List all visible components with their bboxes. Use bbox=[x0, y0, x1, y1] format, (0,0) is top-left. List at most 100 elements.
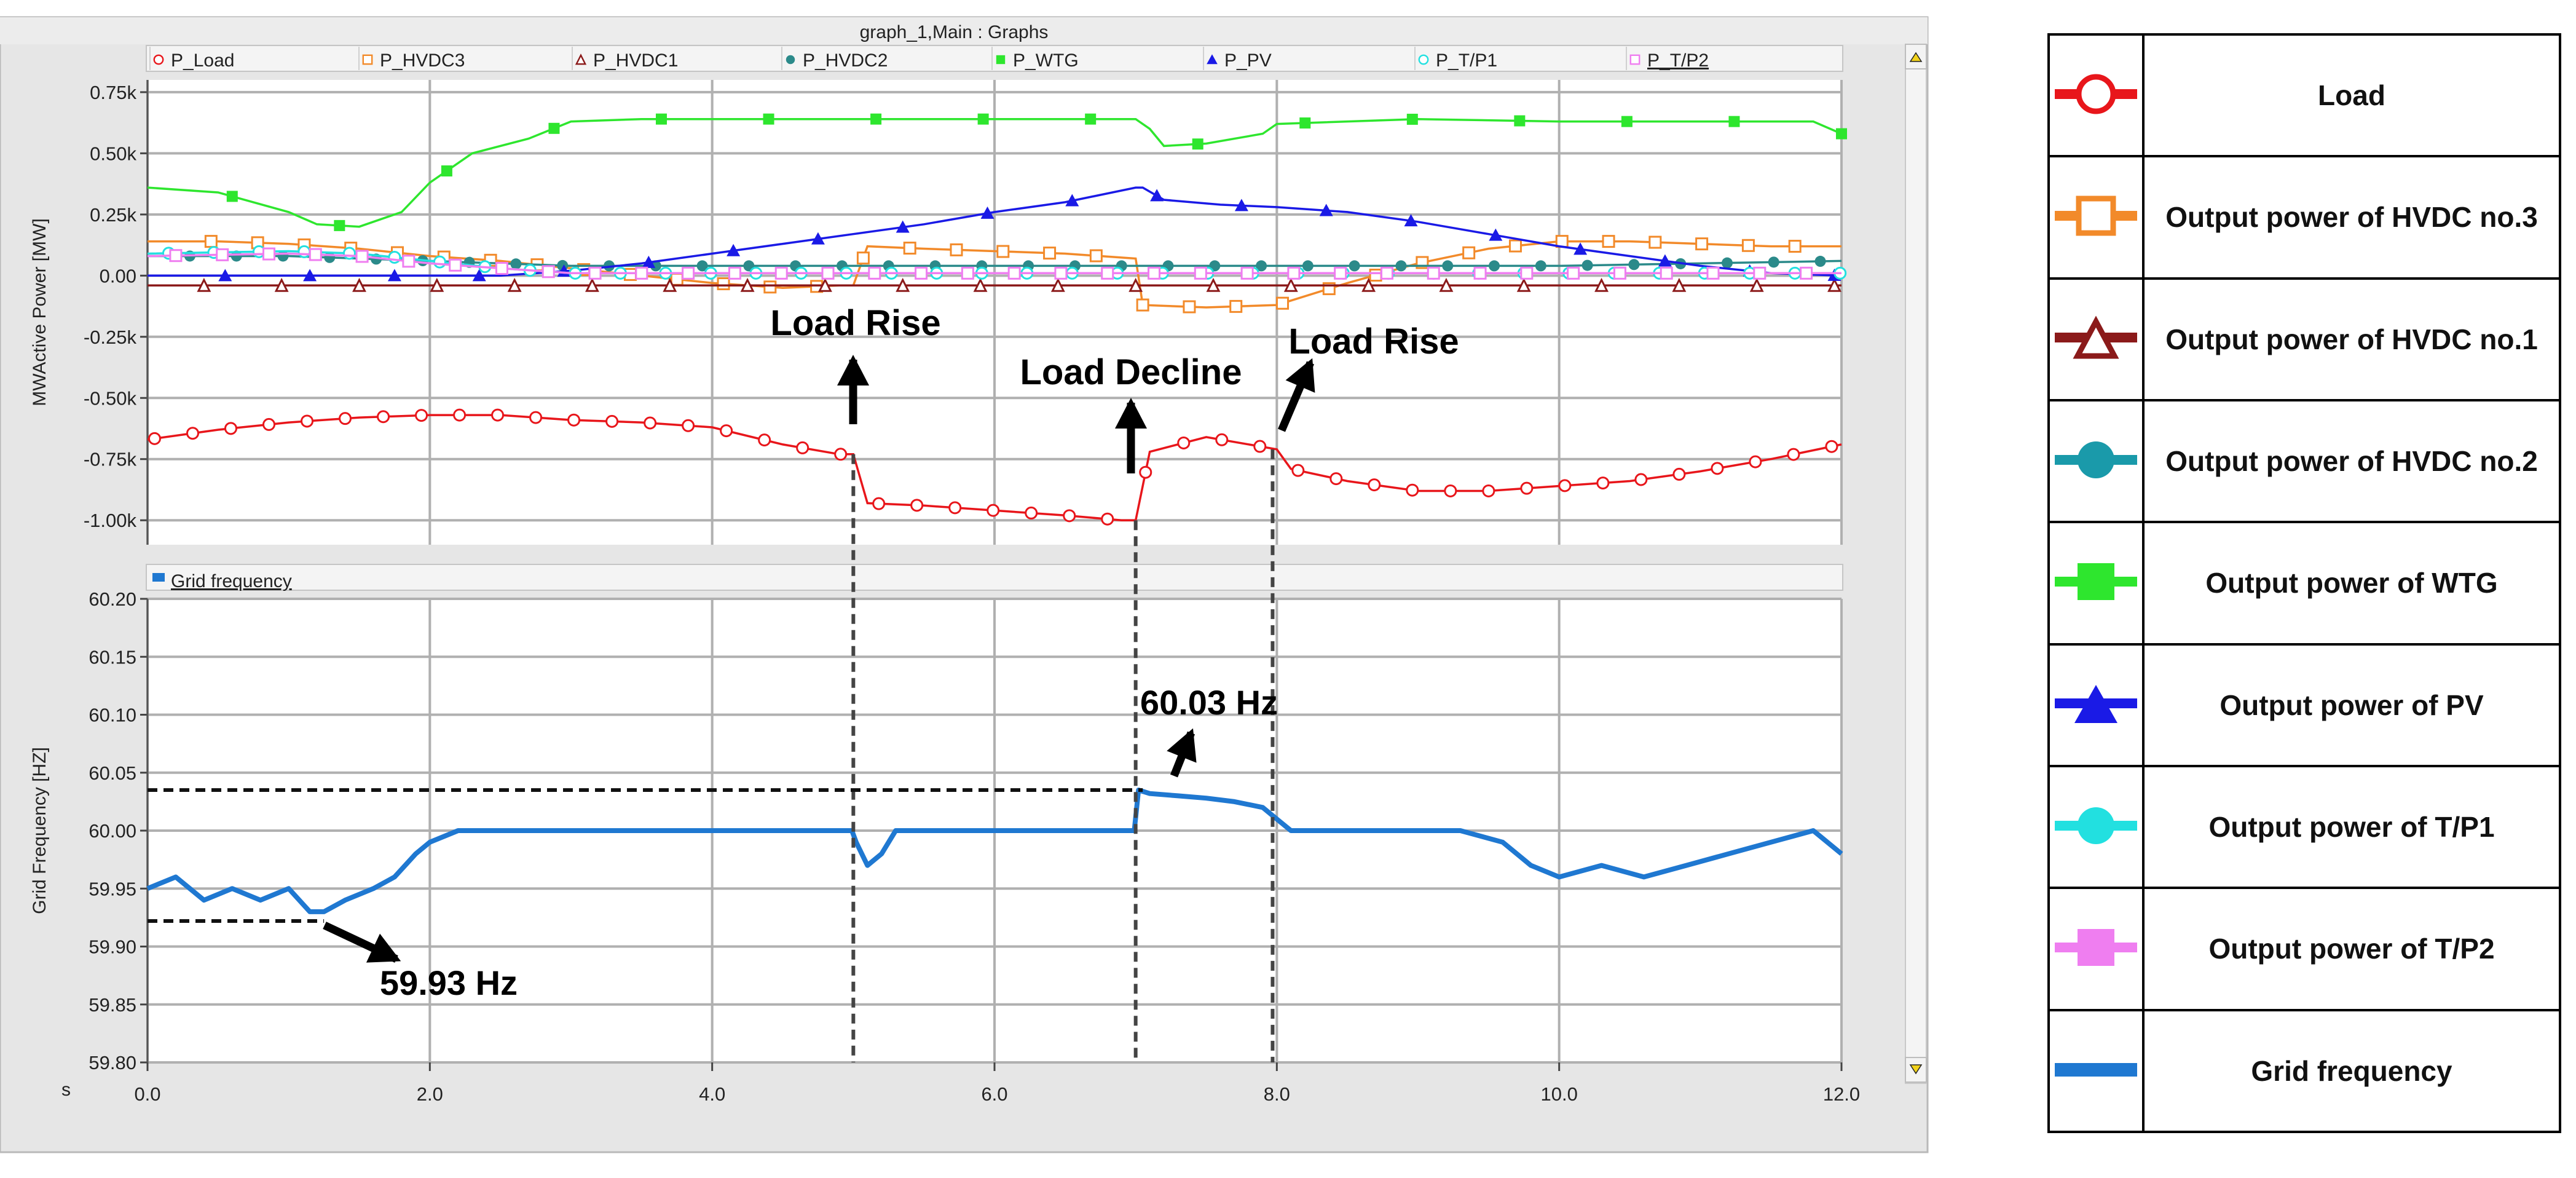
power-ylabel: MWActive Power [MW] bbox=[30, 218, 50, 406]
series-marker bbox=[1276, 296, 1290, 310]
series-marker bbox=[1283, 277, 1298, 292]
series-marker bbox=[1473, 266, 1487, 280]
series-marker bbox=[262, 417, 276, 431]
series-marker bbox=[796, 441, 809, 454]
power-legend-label: P_WTG bbox=[1013, 50, 1079, 71]
series-marker bbox=[542, 265, 555, 279]
series-marker bbox=[1043, 247, 1057, 260]
series-marker bbox=[218, 269, 232, 282]
series-marker bbox=[1788, 240, 1802, 253]
legend-row: Output power of HVDC no.1 bbox=[2047, 277, 2561, 401]
series-marker bbox=[1319, 204, 1333, 216]
load-rise-arrow-2-head bbox=[1285, 358, 1315, 393]
series-marker bbox=[682, 419, 695, 432]
legend-row: Output power of WTG bbox=[2047, 521, 2561, 646]
series-marker bbox=[663, 277, 677, 292]
series-marker bbox=[588, 266, 602, 280]
series-marker bbox=[996, 245, 1010, 258]
annotation-load-rise-2: Load Rise bbox=[1288, 322, 1459, 362]
series-marker bbox=[682, 266, 695, 280]
series-marker bbox=[1406, 113, 1418, 125]
series-marker bbox=[216, 248, 229, 261]
series-grid-frequency bbox=[146, 788, 1843, 914]
legend-symbol-cell bbox=[2047, 521, 2145, 646]
series-p-load bbox=[147, 408, 1842, 526]
series-marker bbox=[655, 113, 667, 125]
series-marker bbox=[1136, 298, 1149, 312]
series-marker bbox=[342, 247, 356, 260]
legend-label: Grid frequency bbox=[2142, 1008, 2561, 1134]
series-marker bbox=[1349, 260, 1360, 272]
series-marker bbox=[148, 432, 161, 445]
series-marker bbox=[1648, 235, 1662, 249]
legend-label: Output power of HVDC no.1 bbox=[2142, 277, 2561, 401]
series-marker bbox=[821, 266, 835, 280]
legend-symbol-cell bbox=[2047, 764, 2145, 890]
series-marker bbox=[1768, 256, 1779, 268]
legend-row: Output power of T/P2 bbox=[2047, 887, 2561, 1011]
series-marker bbox=[758, 433, 771, 447]
square-open-marker-icon bbox=[2055, 196, 2137, 236]
power-legend-marker bbox=[996, 55, 1006, 65]
series-marker bbox=[297, 245, 311, 258]
legend-label: Output power of T/P1 bbox=[2142, 764, 2561, 890]
series-marker bbox=[1749, 277, 1764, 292]
scrollbar-track[interactable] bbox=[1905, 44, 1927, 1084]
series-marker bbox=[415, 409, 428, 422]
series-marker bbox=[1054, 266, 1068, 280]
series-marker bbox=[644, 416, 657, 430]
square-filled-marker-icon bbox=[2055, 563, 2137, 600]
series-marker bbox=[1594, 277, 1609, 292]
series-marker bbox=[1567, 266, 1580, 280]
frequency-ytick-label: 60.20 bbox=[89, 588, 136, 610]
series-marker bbox=[1602, 235, 1615, 248]
frequency-ytick-label: 59.80 bbox=[89, 1052, 136, 1073]
series-marker bbox=[1256, 260, 1267, 272]
series-marker bbox=[1089, 249, 1103, 263]
legend-label: Output power of PV bbox=[2142, 642, 2561, 767]
series-marker bbox=[1489, 260, 1500, 272]
series-marker bbox=[1721, 257, 1733, 269]
series-marker bbox=[169, 249, 183, 263]
series-marker bbox=[1741, 239, 1755, 252]
series-marker bbox=[1672, 277, 1687, 292]
annotation-load-decline: Load Decline bbox=[1020, 352, 1242, 392]
legend-row: Load bbox=[2047, 33, 2561, 158]
series-marker bbox=[1229, 299, 1243, 313]
circle-filled-marker-icon bbox=[2055, 441, 2137, 478]
series-marker bbox=[1128, 277, 1143, 292]
series-marker bbox=[1535, 260, 1546, 272]
series-marker bbox=[1749, 455, 1762, 468]
series-marker bbox=[635, 266, 648, 280]
series-marker bbox=[1085, 113, 1097, 125]
scroll-down-button[interactable] bbox=[1905, 1057, 1927, 1083]
power-legend-marker bbox=[786, 55, 795, 65]
series-marker bbox=[650, 260, 661, 272]
series-marker bbox=[1050, 277, 1065, 292]
series-marker bbox=[1406, 483, 1419, 497]
series-marker bbox=[834, 448, 848, 461]
frequency-legend-bar bbox=[146, 564, 1843, 591]
legend-symbol-cell bbox=[2047, 33, 2145, 158]
series-marker bbox=[1558, 479, 1572, 492]
series-marker bbox=[274, 277, 289, 292]
series-marker bbox=[1462, 246, 1476, 259]
min-frequency-arrow-head bbox=[366, 933, 401, 963]
power-legend-marker bbox=[1418, 54, 1429, 65]
series-marker bbox=[870, 113, 882, 125]
series-marker bbox=[186, 427, 199, 440]
series-marker bbox=[352, 277, 366, 292]
series-marker bbox=[868, 266, 881, 280]
series-marker bbox=[977, 113, 989, 125]
series-marker bbox=[377, 410, 390, 424]
power-ytick-label: 0.50k bbox=[90, 143, 136, 164]
xtick-label: 6.0 bbox=[981, 1083, 1007, 1105]
series-marker bbox=[896, 220, 910, 233]
frequency-ytick-label: 60.10 bbox=[89, 705, 136, 726]
power-legend-marker bbox=[153, 54, 164, 65]
series-marker bbox=[529, 411, 543, 424]
series-marker bbox=[728, 266, 741, 280]
series-marker bbox=[696, 260, 708, 272]
circle-filled-marker-icon bbox=[2055, 807, 2137, 844]
